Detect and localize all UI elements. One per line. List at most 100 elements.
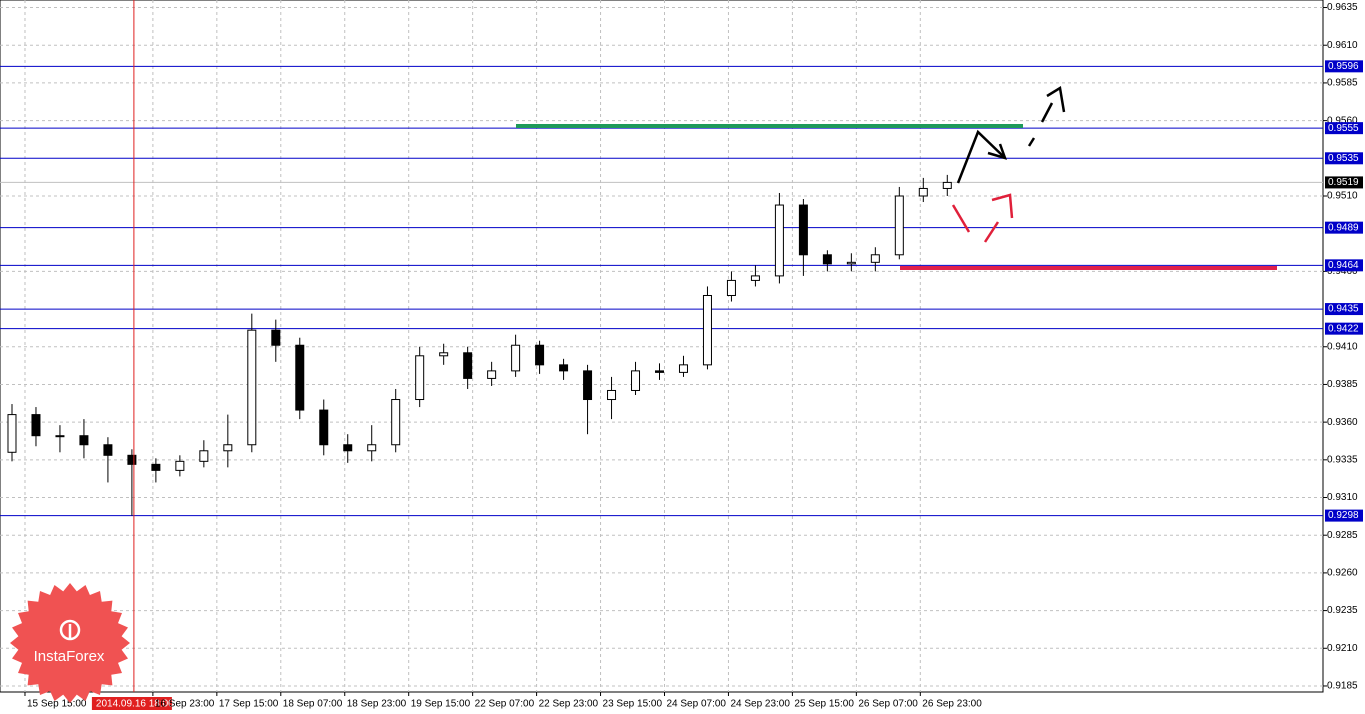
candle-body (750, 275, 760, 281)
y-tick-label: 0.9410 (1327, 341, 1358, 352)
x-tick-label: 26 Sep 07:00 (858, 699, 918, 710)
arrow-dash (1040, 102, 1054, 123)
y-tick-label: 0.9460 (1327, 266, 1358, 277)
level-label-box (1325, 60, 1363, 73)
arrow-dash (951, 204, 971, 233)
y-tick-label: 0.9585 (1327, 78, 1358, 89)
logo-icon (59, 619, 81, 641)
candle-body (655, 370, 665, 373)
candle-body (295, 344, 305, 411)
candle-body (103, 444, 113, 456)
arrow-head (991, 193, 1014, 219)
x-tick-label: 18 Sep 07:00 (283, 699, 343, 710)
y-tick-label: 0.9560 (1327, 115, 1358, 126)
y-tick-label: 0.9285 (1327, 530, 1358, 541)
logo-text: InstaForex (34, 648, 105, 665)
axes: 0.96350.96100.95850.95600.95100.94600.94… (24, 2, 1363, 710)
level-label-box (1325, 259, 1363, 272)
candle-body (367, 444, 377, 452)
level-label: 0.9464 (1328, 260, 1359, 271)
arrow-dash (1027, 137, 1036, 147)
candle-body (559, 364, 569, 372)
y-tick-label: 0.9510 (1327, 191, 1358, 202)
candle-body (391, 399, 401, 446)
candle-body (79, 435, 89, 446)
grid (0, 0, 1323, 692)
x-tick-label: 15 Sep 15:00 (27, 699, 87, 710)
level-label-box (1325, 122, 1363, 135)
candle-body (175, 460, 185, 471)
level-label-box (1325, 509, 1363, 522)
candle-body (319, 409, 329, 446)
candle-body (774, 204, 784, 277)
level-label-box (1325, 322, 1363, 335)
candle-body (271, 329, 281, 346)
candle-body (798, 204, 808, 256)
level-label: 0.9435 (1328, 304, 1359, 315)
y-tick-label: 0.9210 (1327, 643, 1358, 654)
candle-body (487, 370, 497, 379)
x-tick-label: 17 Sep 15:00 (219, 699, 279, 710)
x-tick-label: 19 Sep 15:00 (411, 699, 471, 710)
candle-body (822, 254, 832, 265)
candle-body (726, 279, 736, 296)
candle-body (343, 444, 353, 452)
level-label-box (1325, 303, 1363, 316)
level-label-box (1325, 221, 1363, 234)
level-label: 0.9489 (1328, 222, 1359, 233)
cursor-label: 2014.09.16 18:00 (96, 699, 174, 710)
candle-body (151, 463, 161, 471)
candle-body (702, 294, 712, 366)
y-tick-label: 0.9610 (1327, 40, 1358, 51)
x-tick-label: 22 Sep 23:00 (539, 699, 599, 710)
logo-badge (10, 583, 130, 703)
candle-body (31, 414, 41, 437)
candle-body (199, 450, 209, 462)
y-tick-label: 0.9185 (1327, 681, 1358, 692)
candle-body (439, 352, 449, 357)
candle-body (631, 370, 641, 391)
level-label: 0.9298 (1328, 510, 1359, 521)
logo: InstaForex (10, 583, 130, 703)
level-label: 0.9596 (1328, 61, 1359, 72)
current-price-box (1325, 176, 1363, 189)
candle-body (918, 187, 928, 197)
y-tick-label: 0.9635 (1327, 2, 1358, 13)
y-tick-label: 0.9335 (1327, 454, 1358, 465)
candle-body (942, 181, 952, 189)
x-tick-label: 26 Sep 23:00 (922, 699, 982, 710)
candle-body (127, 454, 137, 465)
candles (7, 174, 952, 516)
candle-body (511, 344, 521, 372)
arrow-head (987, 143, 1008, 160)
arrow-head (1046, 85, 1066, 113)
level-label: 0.9422 (1328, 323, 1359, 334)
y-tick-label: 0.9385 (1327, 379, 1358, 390)
candle-body (607, 389, 617, 401)
y-tick-label: 0.9360 (1327, 417, 1358, 428)
red-arrow (951, 193, 1014, 243)
x-tick-label: 24 Sep 23:00 (730, 699, 790, 710)
y-tick-label: 0.9310 (1327, 492, 1358, 503)
y-tick-label: 0.9260 (1327, 568, 1358, 579)
candle-body (583, 370, 593, 401)
x-tick-label: 18 Sep 23:00 (347, 699, 407, 710)
x-tick-label: 16 Sep 23:00 (155, 699, 215, 710)
candle-body (678, 364, 688, 373)
black-arrow (956, 85, 1066, 184)
candle-body (846, 261, 856, 265)
plot-frame (0, 0, 1324, 693)
arrow-path (956, 129, 1006, 184)
y-tick-label: 0.9235 (1327, 605, 1358, 616)
x-tick-label: 25 Sep 15:00 (794, 699, 854, 710)
current-price-label: 0.9519 (1328, 177, 1359, 188)
candle-body (7, 414, 17, 453)
levels (0, 65, 1323, 517)
arrow-dash (983, 221, 1000, 243)
x-tick-label: 22 Sep 07:00 (475, 699, 535, 710)
level-label: 0.9555 (1328, 123, 1359, 134)
level-label-box (1325, 152, 1363, 165)
cursor: 2014.09.16 18:00 (91, 0, 174, 710)
candle-body (247, 329, 257, 446)
